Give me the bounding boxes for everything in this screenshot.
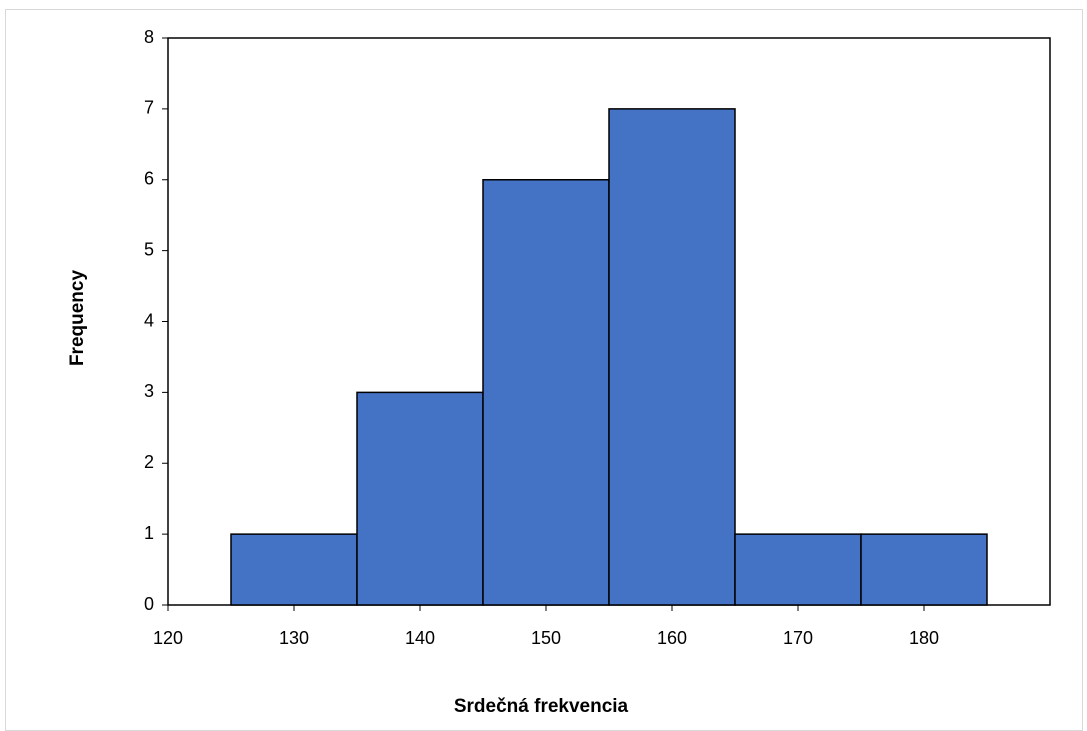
y-axis-label: Frequency [67, 270, 88, 367]
x-axis-label: Srdečná frekvencia [454, 696, 629, 717]
bar [860, 533, 988, 606]
y-tick-label: 1 [144, 523, 154, 543]
bar [356, 391, 484, 606]
x-tick-label: 120 [153, 628, 183, 648]
y-tick-label: 5 [144, 239, 154, 259]
x-tick-label: 140 [405, 628, 435, 648]
x-tick-label: 180 [909, 628, 939, 648]
y-tick-label: 2 [144, 452, 154, 472]
y-tick-label: 3 [144, 381, 154, 401]
bar [482, 179, 610, 606]
y-tick-label: 8 [144, 27, 154, 47]
x-tick-label: 170 [783, 628, 813, 648]
bar [230, 533, 358, 606]
y-tick-label: 0 [144, 594, 154, 614]
x-tick-label: 150 [531, 628, 561, 648]
y-tick-label: 7 [144, 98, 154, 118]
x-tick-label: 130 [279, 628, 309, 648]
bar [608, 108, 736, 606]
y-tick-label: 6 [144, 169, 154, 189]
x-tick-label: 160 [657, 628, 687, 648]
y-tick-label: 4 [144, 310, 154, 330]
bar [734, 533, 862, 606]
